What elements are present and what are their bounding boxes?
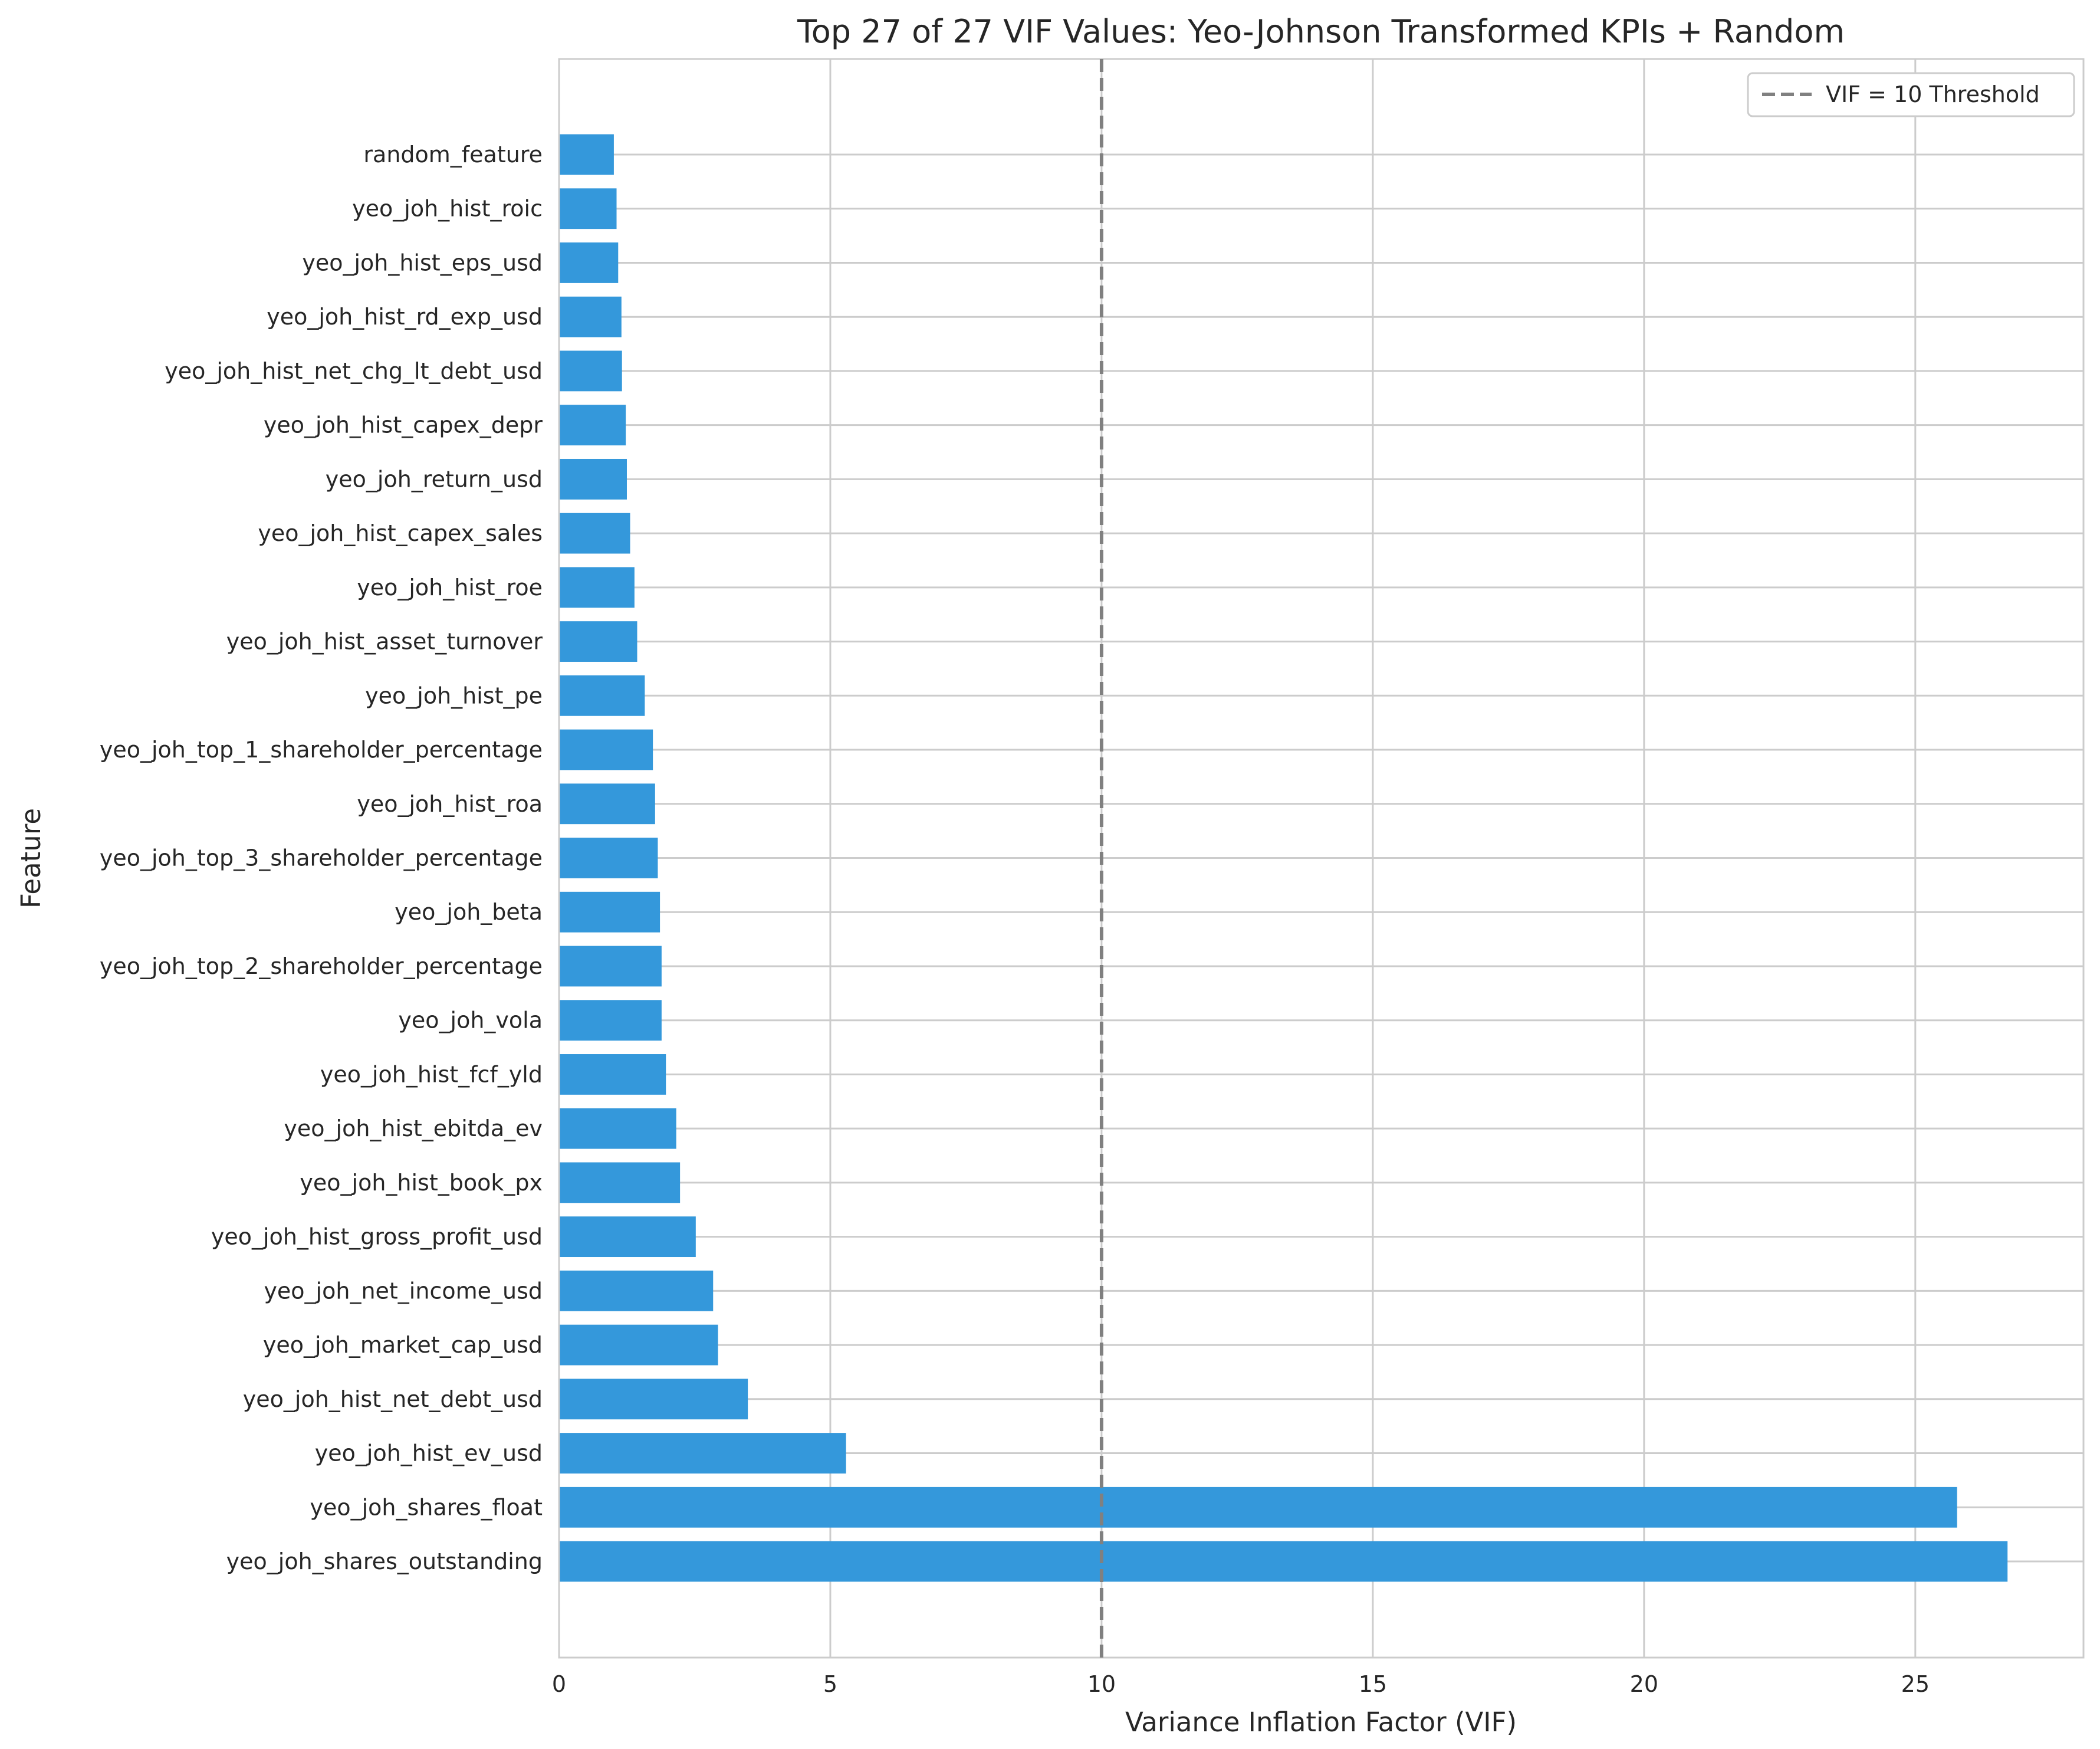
bar — [559, 1379, 748, 1420]
x-tick-label: 0 — [552, 1671, 566, 1697]
bar — [559, 350, 622, 392]
bar — [559, 946, 662, 987]
bar — [559, 513, 630, 554]
y-tick-label: random_feature — [363, 142, 543, 168]
y-tick-label: yeo_joh_vola — [398, 1008, 543, 1033]
y-tick-label: yeo_joh_hist_net_debt_usd — [243, 1386, 543, 1412]
x-tick-label: 25 — [1901, 1671, 1930, 1697]
bar — [559, 675, 645, 716]
x-axis-label: Variance Inflation Factor (VIF) — [1125, 1707, 1517, 1738]
y-tick-label: yeo_joh_hist_fcf_yld — [320, 1061, 543, 1087]
bar — [559, 838, 658, 878]
bar — [559, 134, 614, 175]
bar — [559, 296, 622, 337]
x-tick-label: 20 — [1630, 1671, 1658, 1697]
y-tick-label: yeo_joh_beta — [395, 899, 543, 925]
bar — [559, 188, 617, 229]
plot-frame — [558, 58, 2085, 1659]
bar — [559, 1270, 714, 1311]
y-tick-label: yeo_joh_top_1_shareholder_percentage — [100, 737, 543, 763]
y-tick-label: yeo_joh_market_cap_usd — [263, 1332, 543, 1358]
y-tick-label: yeo_joh_hist_gross_profit_usd — [211, 1224, 543, 1250]
y-tick-label: yeo_joh_hist_net_chg_lt_debt_usd — [165, 358, 543, 384]
gridlines — [558, 59, 2083, 1658]
bar — [559, 891, 660, 933]
y-tick-label: yeo_joh_top_3_shareholder_percentage — [100, 845, 543, 871]
x-tick-label: 5 — [823, 1671, 837, 1697]
y-tick-labels: random_feature yeo_joh_hist_roic yeo_joh_h… — [100, 142, 543, 1574]
bar — [559, 567, 635, 608]
legend-label: VIF = 10 Threshold — [1826, 81, 2040, 107]
bar — [559, 1162, 681, 1203]
y-tick-label: yeo_joh_hist_eps_usd — [302, 250, 543, 275]
bar — [559, 1216, 696, 1258]
y-tick-label: yeo_joh_hist_ev_usd — [315, 1440, 543, 1466]
y-tick-label: yeo_joh_hist_rd_exp_usd — [267, 304, 543, 330]
y-tick-label: yeo_joh_hist_asset_turnover — [226, 629, 543, 655]
bar — [559, 1433, 846, 1474]
y-tick-label: yeo_joh_hist_capex_depr — [264, 412, 543, 438]
chart-title: Top 27 of 27 VIF Values: Yeo-Johnson Tra… — [797, 13, 1845, 50]
y-tick-label: yeo_joh_hist_pe — [365, 682, 543, 708]
bar — [559, 242, 619, 283]
x-tick-label: 10 — [1087, 1671, 1116, 1697]
y-tick-label: yeo_joh_hist_book_px — [300, 1170, 543, 1196]
bar — [559, 729, 653, 770]
bar — [559, 1324, 718, 1366]
y-tick-label: yeo_joh_hist_roe — [357, 575, 543, 600]
y-tick-label: yeo_joh_hist_roa — [357, 791, 543, 817]
x-tick-labels: 0 5 10 15 20 25 — [552, 1671, 1930, 1697]
bar — [559, 405, 626, 446]
bar — [559, 1054, 666, 1095]
y-tick-label: yeo_joh_top_2_shareholder_percentage — [100, 953, 543, 979]
bar — [559, 783, 655, 825]
bar — [559, 1541, 2008, 1582]
bar — [559, 621, 637, 662]
y-tick-label: yeo_joh_shares_float — [310, 1494, 543, 1520]
y-axis-label: Feature — [15, 808, 47, 908]
y-tick-label: yeo_joh_return_usd — [326, 466, 543, 492]
y-tick-label: yeo_joh_net_income_usd — [264, 1278, 543, 1304]
legend-box — [1747, 72, 2075, 117]
x-tick-label: 15 — [1359, 1671, 1387, 1697]
bar — [559, 458, 627, 500]
y-tick-label: yeo_joh_hist_capex_sales — [258, 520, 543, 546]
y-tick-label: yeo_joh_shares_outstanding — [226, 1548, 543, 1574]
bar — [559, 1108, 676, 1149]
bars — [559, 134, 2008, 1582]
y-tick-label: yeo_joh_hist_ebitda_ev — [284, 1115, 543, 1141]
legend: VIF = 10 Threshold — [1747, 72, 2075, 117]
bar — [559, 1487, 1957, 1528]
bar — [559, 1000, 662, 1041]
y-tick-label: yeo_joh_hist_roic — [352, 196, 543, 222]
